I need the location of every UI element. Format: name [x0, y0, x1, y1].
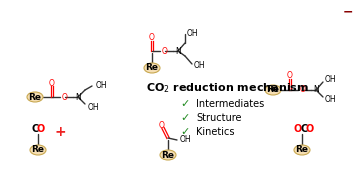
- Text: OH: OH: [325, 75, 337, 84]
- Text: O: O: [159, 121, 165, 129]
- Text: N: N: [313, 85, 319, 94]
- Text: O: O: [306, 124, 314, 134]
- Text: OH: OH: [180, 136, 192, 145]
- Ellipse shape: [294, 145, 310, 155]
- Text: Re: Re: [161, 150, 175, 160]
- Text: OH: OH: [88, 104, 99, 112]
- Text: C: C: [32, 124, 39, 134]
- Text: +: +: [54, 125, 66, 139]
- Text: O: O: [49, 78, 55, 88]
- Text: OH: OH: [325, 95, 337, 105]
- Text: Re: Re: [296, 146, 308, 154]
- Text: OH: OH: [194, 60, 206, 70]
- Text: OH: OH: [96, 81, 108, 91]
- Text: O: O: [161, 46, 167, 56]
- Text: −: −: [343, 5, 353, 19]
- Text: N: N: [75, 92, 81, 101]
- Text: C: C: [301, 124, 308, 134]
- Ellipse shape: [30, 145, 46, 155]
- Text: Re: Re: [145, 64, 159, 73]
- Text: Re: Re: [32, 146, 45, 154]
- Text: Re: Re: [267, 85, 280, 94]
- Text: O: O: [37, 124, 45, 134]
- Text: OH: OH: [187, 29, 199, 37]
- Text: O: O: [149, 33, 155, 43]
- Text: ✓: ✓: [180, 127, 190, 137]
- Ellipse shape: [160, 150, 176, 160]
- Text: Re: Re: [29, 92, 41, 101]
- Ellipse shape: [265, 85, 281, 95]
- Text: ✓: ✓: [180, 113, 190, 123]
- Text: O: O: [299, 85, 306, 94]
- Text: O: O: [62, 92, 67, 101]
- Ellipse shape: [27, 92, 43, 102]
- Text: O: O: [294, 124, 302, 134]
- Ellipse shape: [144, 63, 160, 73]
- Text: ✓: ✓: [180, 99, 190, 109]
- Text: O: O: [287, 71, 293, 81]
- Text: Structure: Structure: [196, 113, 241, 123]
- Text: Kinetics: Kinetics: [196, 127, 234, 137]
- Text: Intermediates: Intermediates: [196, 99, 264, 109]
- Text: N: N: [175, 46, 181, 56]
- Text: CO$_2$ reduction mechanism: CO$_2$ reduction mechanism: [147, 81, 309, 95]
